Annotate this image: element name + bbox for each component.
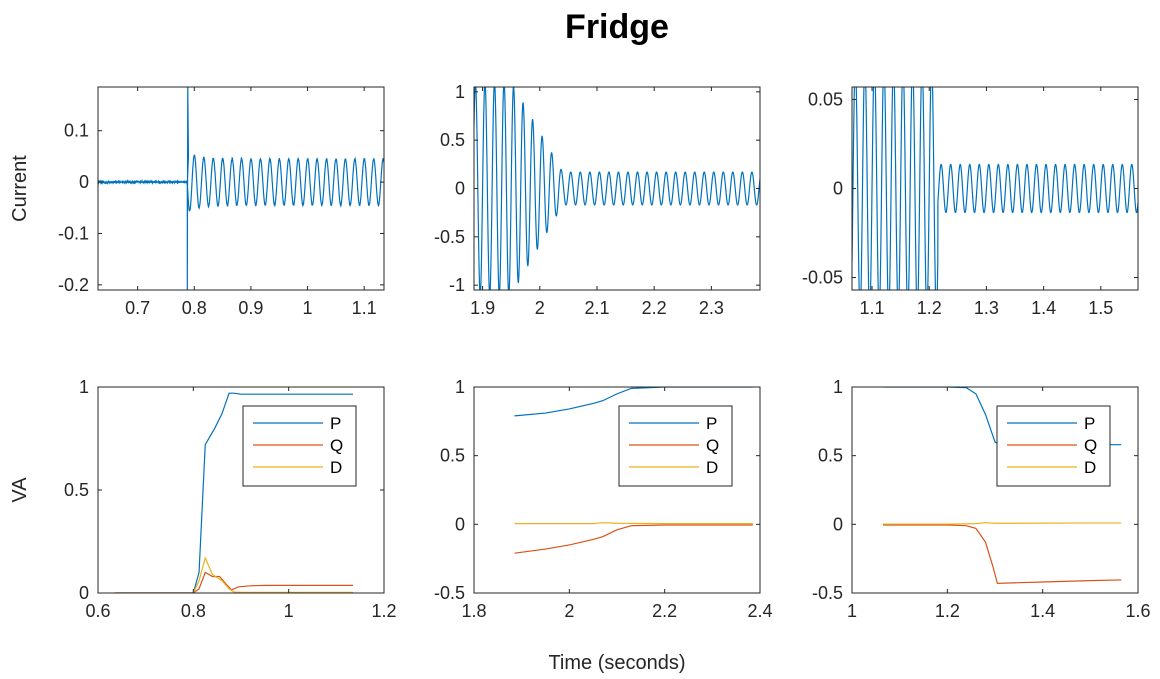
x-tick-label: 1.2 [935, 601, 960, 621]
legend-label-p: P [706, 414, 717, 433]
y-tick-label: 0.5 [64, 480, 89, 500]
y-tick-label: 1 [455, 377, 465, 397]
legend: PQD [996, 405, 1111, 487]
subplot-5: 1.8 2 2.2 2.4 -0.5 0 0.5 1 PQD [434, 377, 773, 621]
series-line-p [514, 387, 753, 417]
x-tick-label: 0.8 [182, 298, 207, 318]
series-line-d [514, 522, 753, 525]
series-line-d [882, 522, 1122, 525]
axes-box [97, 86, 385, 291]
figure-title: Fridge [565, 8, 669, 46]
y-tick-label: 1 [455, 82, 465, 102]
subplot-grid: 0.7 0.8 0.9 1 1.1 -0.2 -0.1 0 0.1 Current 1.9 2 2.1 2… [9, 82, 1151, 621]
series-line-current [852, 87, 1138, 290]
y-tick-label: 0.1 [64, 121, 89, 141]
y-tick-label: 1 [833, 377, 843, 397]
y-tick-label: -0.1 [58, 223, 89, 243]
x-axis-label: Time (seconds) [548, 652, 685, 674]
y-tick-label: 0.05 [808, 89, 843, 109]
series-line-d [114, 556, 354, 593]
x-tick-label: 1 [847, 601, 857, 621]
subplot-3: 1.1 1.2 1.3 1.4 1.5 -0.05 0 0.05 [802, 86, 1139, 318]
y-tick-label: -0.5 [434, 583, 465, 603]
legend-label-p: P [1084, 414, 1095, 433]
y-tick-label: 0 [833, 514, 843, 534]
legend-label-q: Q [330, 436, 343, 455]
legend-box [242, 405, 357, 487]
x-tick-label: 2.2 [642, 298, 667, 318]
series-group [114, 392, 354, 593]
x-tick-label: 0.7 [125, 298, 150, 318]
x-tick-label: 1.4 [1031, 298, 1056, 318]
series-line-current [474, 87, 760, 290]
y-tick-label: -0.5 [434, 227, 465, 247]
subplot-2: 1.9 2 2.1 2.2 2.3 -1 -0.5 0 0.5 1 [434, 82, 761, 318]
x-tick-label: 1.3 [974, 298, 999, 318]
series-group [852, 87, 1138, 290]
series-group [98, 87, 384, 290]
x-tick-label: 1.1 [860, 298, 885, 318]
x-tick-label: 2 [564, 601, 574, 621]
y-tick-label: 0.5 [818, 446, 843, 466]
legend-label-d: D [706, 458, 718, 477]
x-tick-label: 2.3 [699, 298, 724, 318]
legend-label-p: P [330, 414, 341, 433]
plot-area [98, 87, 384, 290]
y-tick-label: 0 [455, 179, 465, 199]
x-tick-label: 1.8 [461, 601, 486, 621]
y-tick-label: 0 [79, 583, 89, 603]
y-tick-label: 1 [79, 377, 89, 397]
x-tick-label: 1.5 [1088, 298, 1113, 318]
legend: PQD [242, 405, 357, 487]
x-tick-label: 0.9 [238, 298, 263, 318]
series-group [474, 87, 760, 290]
y-tick-label: 0 [79, 172, 89, 192]
legend-box [996, 405, 1111, 487]
x-tick-label: 2 [535, 298, 545, 318]
series-line-current [98, 87, 384, 290]
x-tick-label: 2.1 [584, 298, 609, 318]
y-tick-label: 0 [833, 179, 843, 199]
legend-box [618, 405, 733, 487]
y-tick-label: -0.05 [802, 268, 843, 288]
y-tick-label: -0.5 [812, 583, 843, 603]
legend-label-q: Q [706, 436, 719, 455]
series-line-q [514, 524, 753, 554]
x-tick-label: 0.6 [85, 601, 110, 621]
series-group [514, 387, 753, 554]
x-tick-label: 1.4 [1030, 601, 1055, 621]
x-tick-label: 0.8 [181, 601, 206, 621]
y-axis-label: VA [9, 477, 31, 503]
axes-box [851, 386, 1139, 594]
axes-box [473, 386, 761, 594]
y-axis-label: Current [9, 155, 31, 222]
x-tick-label: 1.2 [371, 601, 396, 621]
series-line-p [114, 392, 354, 593]
x-tick-label: 2.4 [747, 601, 772, 621]
y-tick-label: -1 [449, 275, 465, 295]
subplot-4: 0.6 0.8 1 1.2 0 0.5 1 VA PQD [9, 377, 397, 621]
legend-label-q: Q [1084, 436, 1097, 455]
legend-label-d: D [1084, 458, 1096, 477]
legend-label-d: D [330, 458, 342, 477]
legend: PQD [618, 405, 733, 487]
x-tick-label: 1.9 [470, 298, 495, 318]
x-tick-label: 1.1 [352, 298, 377, 318]
y-tick-label: -0.2 [58, 275, 89, 295]
x-tick-label: 2.2 [652, 601, 677, 621]
x-tick-label: 1.6 [1125, 601, 1150, 621]
y-tick-label: 0 [455, 514, 465, 534]
y-tick-label: 0.5 [440, 446, 465, 466]
x-tick-label: 1 [284, 601, 294, 621]
x-tick-label: 1.2 [917, 298, 942, 318]
y-tick-label: 0.5 [440, 130, 465, 150]
series-line-q [882, 524, 1122, 585]
series-line-q [114, 571, 354, 593]
subplot-1: 0.7 0.8 0.9 1 1.1 -0.2 -0.1 0 0.1 Current [9, 86, 385, 318]
x-tick-label: 1 [303, 298, 313, 318]
subplot-6: 1 1.2 1.4 1.6 -0.5 0 0.5 1 PQD [812, 377, 1151, 621]
